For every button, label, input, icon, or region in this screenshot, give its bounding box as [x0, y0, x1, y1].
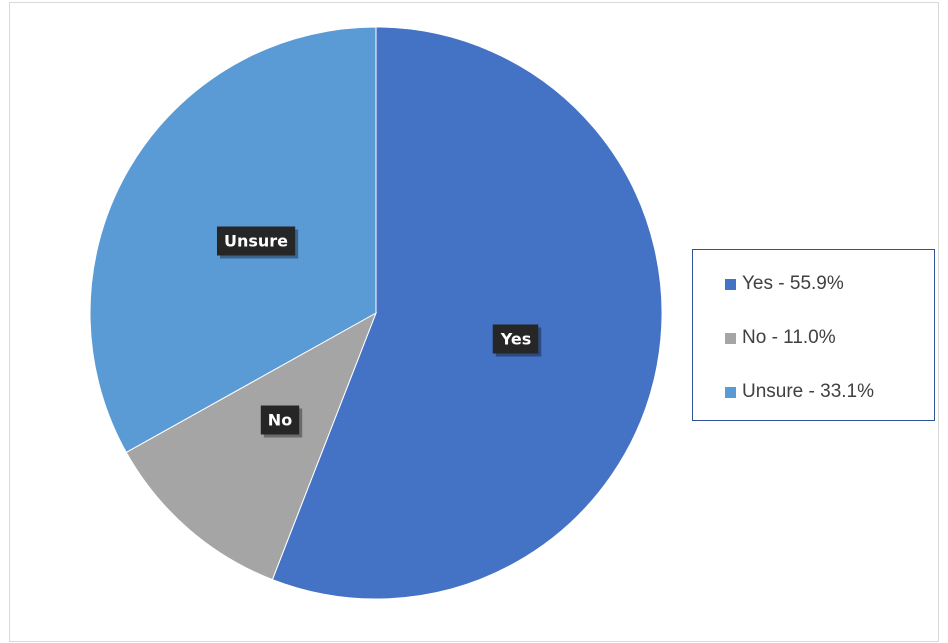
pie-slice-yes: [271, 26, 663, 600]
data-label-unsure: Unsure: [216, 226, 299, 259]
legend-swatch-yes: [725, 278, 736, 290]
data-label-yes: Yes: [492, 324, 542, 357]
legend-entry-yes: Yes - 55.9%: [725, 272, 844, 296]
pie-chart: Yes No Unsure: [89, 26, 663, 600]
legend: Yes - 55.9% No - 11.0% Unsure - 33.1%: [692, 249, 935, 421]
legend-entry-no: No - 11.0%: [725, 326, 836, 350]
legend-label-unsure: Unsure - 33.1%: [742, 381, 875, 402]
data-label-text-yes: Yes: [500, 330, 532, 349]
legend-label-no: No - 11.0%: [742, 327, 836, 348]
data-label-box: [216, 226, 296, 256]
legend-entry-unsure: Unsure - 33.1%: [725, 380, 874, 404]
chart-area: Yes No Unsure Yes - 55.9% No - 11.0% Unsur…: [9, 2, 939, 642]
data-label-no: No: [260, 405, 303, 438]
data-label-box: [260, 405, 300, 435]
data-label-text-unsure: Unsure: [224, 232, 288, 251]
legend-swatch-unsure: [725, 386, 736, 398]
legend-swatch-no: [725, 332, 736, 344]
data-label-text-no: No: [268, 411, 292, 430]
legend-label-yes: Yes - 55.9%: [742, 273, 844, 294]
data-label-box: [492, 324, 539, 354]
pie-slice-no: [125, 311, 377, 581]
